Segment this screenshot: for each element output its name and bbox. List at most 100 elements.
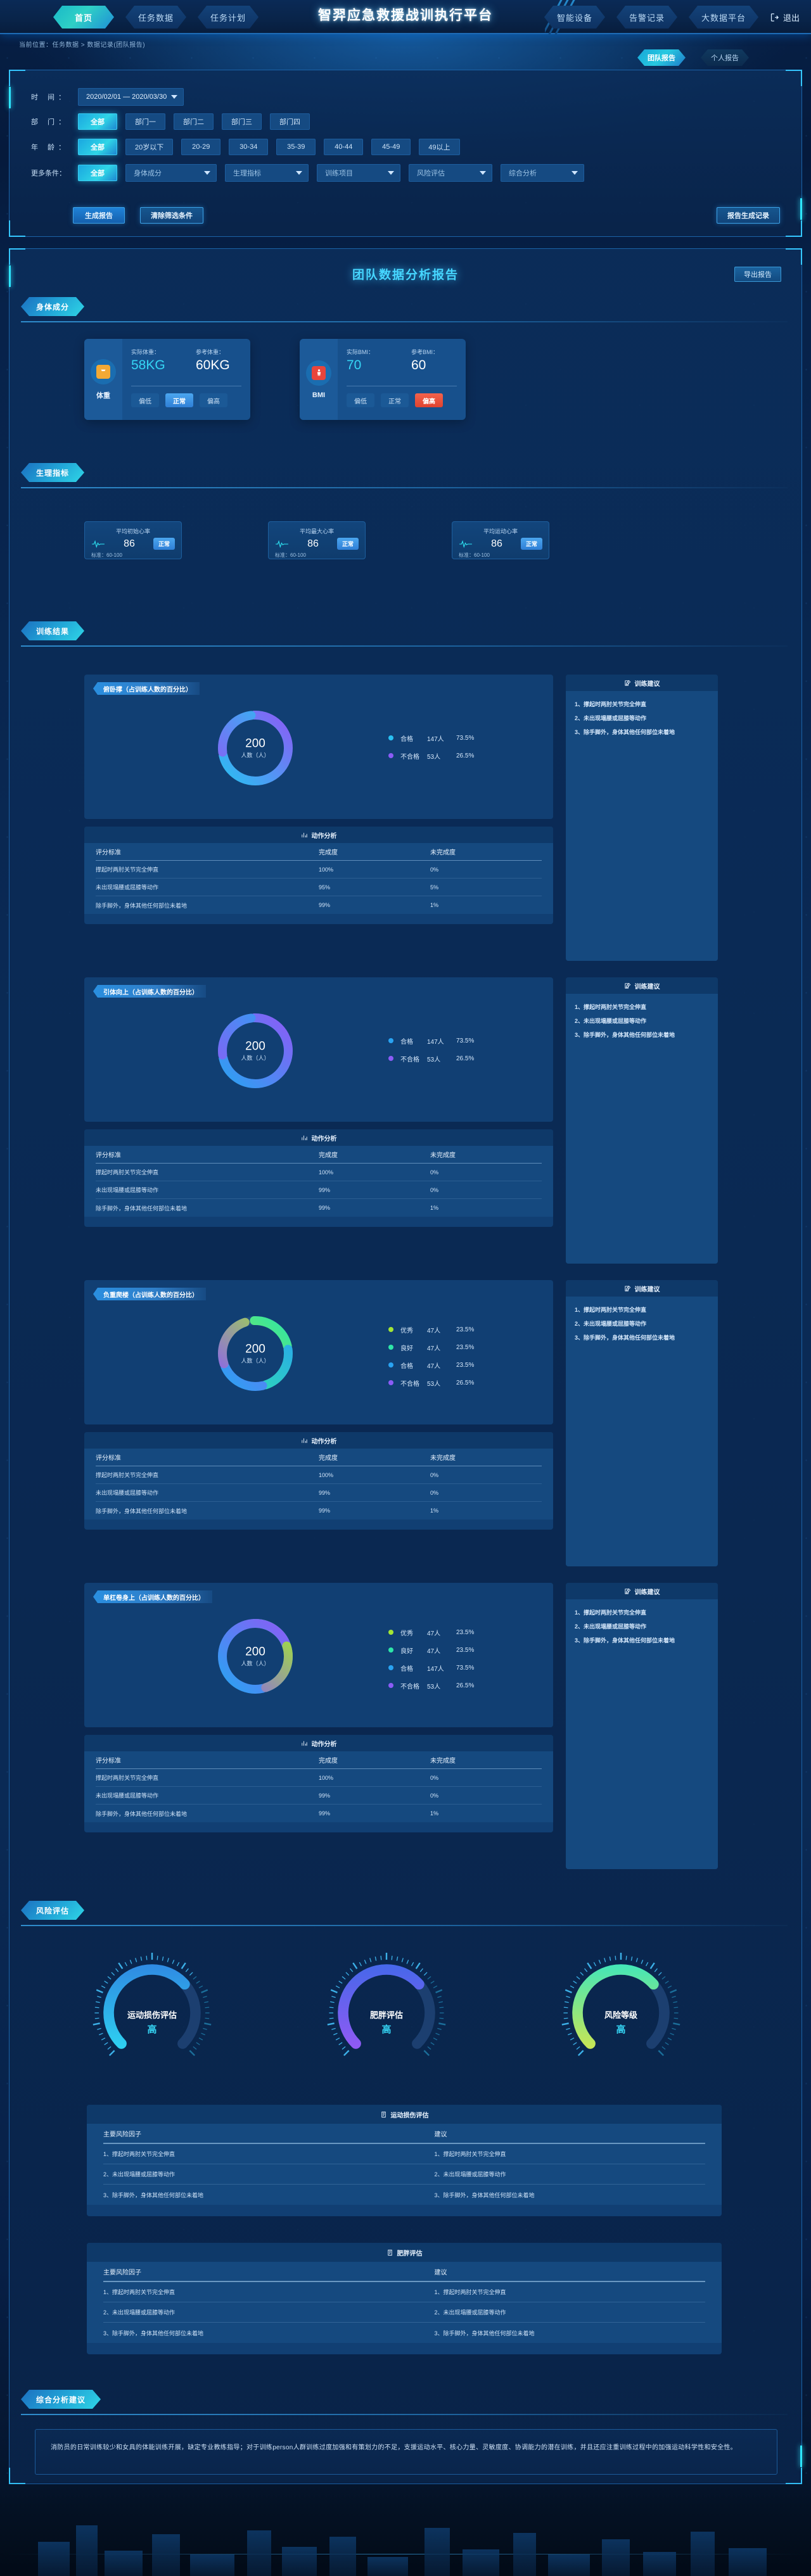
donut-chart: 200 人数（人） (211, 1612, 300, 1701)
legend-name: 合格 (400, 735, 413, 743)
tab-team-report[interactable]: 团队报告 (637, 49, 686, 66)
section-tag-physiological: 生理指标 (21, 463, 84, 482)
date-range-value: 2020/02/01 — 2020/03/30 (86, 93, 167, 101)
age-chip-40-44[interactable]: 40-44 (324, 139, 364, 155)
age-chip-45-49[interactable]: 45-49 (371, 139, 411, 155)
report-history-button[interactable]: 报告生成记录 (717, 207, 780, 224)
action-analysis-table-3: 动作分析 评分标准 完成度 未完成度 撑起时两肘关节完全伸直 100% 0% 未… (84, 1735, 553, 1832)
risk-table-0: 运动损伤评估 主要风险因子 建议 1、撑起时两肘关节完全伸直 1、撑起时两肘关节… (87, 2105, 722, 2216)
tab-personal-report[interactable]: 个人报告 (701, 49, 749, 66)
body-comp-card-bmi: BMI 实际BMI： 参考BMI： 70 60 偏低 正常 偏高 (300, 339, 466, 420)
table-cell-complete: 95% (319, 884, 331, 891)
table-row: 除手脚外，身体其他任何部位未着地 99% 1% (96, 1805, 542, 1822)
chevron-down-icon (388, 171, 394, 175)
table-cell-incomplete: 0% (430, 1774, 439, 1781)
age-chip-under20[interactable]: 20岁以下 (125, 139, 174, 155)
select-physio-index[interactable]: 生理指标 (225, 164, 309, 182)
bmi-icon-ring (306, 360, 331, 386)
chevron-down-icon (296, 171, 302, 175)
weight-actual-label: 实际体重： (131, 349, 160, 355)
donut-center: 200 人数（人） (211, 737, 300, 759)
action-analysis-table-0: 动作分析 评分标准 完成度 未完成度 撑起时两肘关节完全伸直 100% 0% 未… (84, 827, 553, 924)
weight-tag-low[interactable]: 偏低 (131, 393, 159, 407)
physio-title: 平均最大心率 (299, 528, 334, 535)
report-type-tabs: 团队报告 个人报告 (637, 49, 749, 66)
legend-name: 不合格 (400, 1056, 419, 1063)
legend-dot (388, 1647, 393, 1653)
age-chip-over49[interactable]: 49以上 (419, 139, 460, 155)
select-body-composition[interactable]: 身体成分 (125, 164, 217, 182)
age-chip-30-34[interactable]: 30-34 (229, 139, 269, 155)
physio-value: 86 (124, 538, 135, 549)
advice-item: 3、除手脚外，身体其他任何部位未着地 (575, 1637, 675, 1644)
dept-chip-1[interactable]: 部门一 (125, 113, 165, 130)
filter-label-more: 更多条件： (31, 170, 66, 177)
training-advice-0: 训练建议 1、撑起时两肘关节完全伸直 2、未出现塌腰或屈膝等动作 3、除手脚外，身体… (566, 675, 718, 961)
physio-badge: 正常 (336, 538, 359, 550)
weight-tag-normal[interactable]: 正常 (165, 393, 193, 407)
clear-filters-button[interactable]: 清除筛选条件 (140, 207, 203, 224)
table-cell-incomplete: 5% (430, 884, 439, 891)
nav-item-smart-device[interactable]: 智能设备 (544, 6, 605, 29)
export-report-button[interactable]: 导出报告 (734, 267, 781, 282)
table-row: 未出现塌腰或屈膝等动作 99% 0% (96, 1181, 542, 1199)
table-cell-complete: 99% (319, 1489, 331, 1496)
age-chip-20-29[interactable]: 20-29 (181, 139, 221, 155)
risk-table-title: 运动损伤评估 (87, 2105, 722, 2124)
advice-item: 1、撑起时两肘关节完全伸直 (575, 1004, 647, 1010)
more-chip-all[interactable]: 全部 (78, 165, 117, 181)
bar-chart-icon (301, 1741, 307, 1746)
bmi-tag-high[interactable]: 偏高 (415, 393, 443, 407)
advice-title: 训练建议 (566, 977, 718, 994)
dept-chip-2[interactable]: 部门二 (174, 113, 214, 130)
dept-chip-4[interactable]: 部门四 (270, 113, 310, 130)
table-row: 除手脚外，身体其他任何部位未着地 99% 1% (96, 896, 542, 914)
select-training-item[interactable]: 训练项目 (317, 164, 400, 182)
advice-item: 1、撑起时两肘关节完全伸直 (575, 1609, 647, 1616)
table-title: 动作分析 (84, 1432, 553, 1449)
physio-standard: 标准：60-100 (459, 552, 490, 558)
risk-factor-cell: 1、撑起时两肘关节完全伸直 (103, 2151, 176, 2157)
dept-chip-3[interactable]: 部门三 (222, 113, 262, 130)
legend-row: 合格 147人 73.5% (388, 1659, 485, 1677)
legend-count: 53人 (427, 1056, 441, 1063)
risk-header-factor: 主要风险因子 (103, 2269, 141, 2276)
date-range-select[interactable]: 2020/02/01 — 2020/03/30 (78, 88, 184, 106)
generate-report-button[interactable]: 生成报告 (73, 207, 125, 224)
filter-label-department: 部 门： (31, 118, 70, 126)
gauge-value: 高 (381, 2024, 392, 2035)
dept-chip-all[interactable]: 全部 (78, 113, 117, 130)
nav-item-home[interactable]: 首页 (53, 6, 114, 29)
nav-item-task-plan[interactable]: 任务计划 (198, 6, 259, 29)
age-chip-all[interactable]: 全部 (78, 139, 117, 155)
table-cell-criteria: 未出现塌腰或屈膝等动作 (96, 1490, 159, 1496)
table-header-complete: 完成度 (319, 849, 338, 856)
select-comprehensive-analysis[interactable]: 综合分析 (501, 164, 584, 182)
select-risk-assessment-value: 风险评估 (417, 170, 445, 177)
bmi-tag-low[interactable]: 偏低 (347, 393, 374, 407)
table-cell-criteria: 未出现塌腰或屈膝等动作 (96, 1792, 159, 1799)
nav-item-task-data[interactable]: 任务数据 (125, 6, 186, 29)
bmi-tag-normal[interactable]: 正常 (381, 393, 409, 407)
top-navigation-bar: 首页 任务数据 任务计划 智羿应急救援战训执行平台 智能设备 告警记录 大数据平… (0, 0, 811, 34)
age-chip-35-39[interactable]: 35-39 (276, 139, 316, 155)
legend-row: 良好 47人 23.5% (388, 1641, 485, 1659)
risk-table-row: 2、未出现塌腰或屈膝等动作 2、未出现塌腰或屈膝等动作 (103, 2164, 705, 2185)
nav-item-bigdata-platform[interactable]: 大数据平台 (689, 6, 758, 29)
training-advice-3: 训练建议 1、撑起时两肘关节完全伸直 2、未出现塌腰或屈膝等动作 3、除手脚外，身体… (566, 1583, 718, 1869)
legend-percent: 73.5% (456, 1664, 475, 1672)
risk-table-row: 1、撑起时两肘关节完全伸直 1、撑起时两肘关节完全伸直 (103, 2144, 705, 2164)
filter-row-department: 部 门： 全部 部门一 部门二 部门三 部门四 (31, 113, 318, 130)
select-risk-assessment[interactable]: 风险评估 (409, 164, 492, 182)
risk-factor-cell: 2、未出现塌腰或屈膝等动作 (103, 2309, 176, 2316)
table-header-row: 评分标准 完成度 未完成度 (96, 843, 542, 861)
nav-item-alarm-record[interactable]: 告警记录 (616, 6, 677, 29)
logout-button[interactable]: 退出 (770, 11, 800, 23)
gauge-1: 肥胖评估 高 (320, 1953, 453, 2073)
weight-tag-high[interactable]: 偏高 (200, 393, 227, 407)
legend-name: 良好 (400, 1647, 413, 1655)
training-title-tag: 单杠卷身上（占训练人数的百分比） (93, 1590, 212, 1603)
advice-body: 1、撑起时两肘关节完全伸直 2、未出现塌腰或屈膝等动作 3、除手脚外，身体其他任何部… (566, 691, 718, 961)
legend-row: 不合格 53人 26.5% (388, 1677, 485, 1694)
filter-actions: 生成报告 清除筛选条件 (73, 207, 203, 224)
